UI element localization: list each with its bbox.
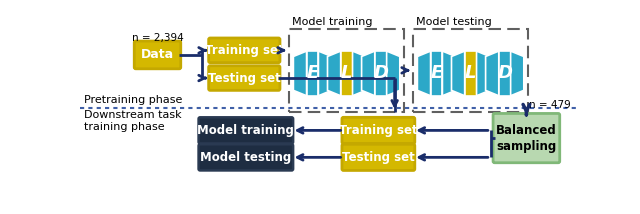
- Polygon shape: [387, 51, 400, 96]
- Text: Training set: Training set: [205, 44, 284, 57]
- Bar: [375, 51, 387, 96]
- FancyBboxPatch shape: [198, 144, 293, 170]
- Text: Data: Data: [141, 48, 174, 61]
- Polygon shape: [417, 51, 431, 96]
- Bar: [307, 51, 319, 96]
- Polygon shape: [451, 51, 465, 96]
- Text: Pretraining phase: Pretraining phase: [84, 95, 182, 105]
- FancyBboxPatch shape: [198, 117, 293, 144]
- Bar: [340, 51, 353, 96]
- Text: L: L: [341, 64, 353, 82]
- FancyBboxPatch shape: [209, 66, 280, 90]
- Text: Balanced
sampling: Balanced sampling: [496, 124, 557, 153]
- FancyBboxPatch shape: [342, 144, 415, 170]
- Bar: [499, 51, 511, 96]
- Polygon shape: [511, 51, 524, 96]
- Polygon shape: [362, 51, 375, 96]
- Text: Model training: Model training: [197, 124, 294, 137]
- Bar: [413, 29, 528, 112]
- Text: Model testing: Model testing: [417, 17, 492, 27]
- Text: D: D: [373, 64, 388, 82]
- Bar: [465, 51, 477, 96]
- Bar: [289, 29, 404, 112]
- Text: D: D: [497, 64, 512, 82]
- Text: Model training: Model training: [292, 17, 373, 27]
- FancyBboxPatch shape: [134, 41, 180, 69]
- Bar: [431, 51, 442, 96]
- Polygon shape: [486, 51, 499, 96]
- Polygon shape: [328, 51, 340, 96]
- Text: Training set: Training set: [339, 124, 418, 137]
- Text: n = 479: n = 479: [529, 100, 570, 110]
- Polygon shape: [319, 51, 332, 96]
- Text: Downstream task
training phase: Downstream task training phase: [84, 110, 182, 132]
- Text: E: E: [307, 64, 319, 82]
- Text: Testing set: Testing set: [208, 71, 281, 85]
- Polygon shape: [442, 51, 456, 96]
- Text: L: L: [465, 64, 476, 82]
- FancyBboxPatch shape: [493, 113, 560, 163]
- Polygon shape: [477, 51, 490, 96]
- Text: E: E: [430, 64, 443, 82]
- FancyBboxPatch shape: [209, 38, 280, 63]
- Polygon shape: [353, 51, 365, 96]
- Polygon shape: [293, 51, 307, 96]
- Text: Testing set: Testing set: [342, 151, 415, 164]
- Text: Model testing: Model testing: [200, 151, 291, 164]
- Text: n = 2,394: n = 2,394: [132, 33, 184, 43]
- FancyBboxPatch shape: [342, 117, 415, 144]
